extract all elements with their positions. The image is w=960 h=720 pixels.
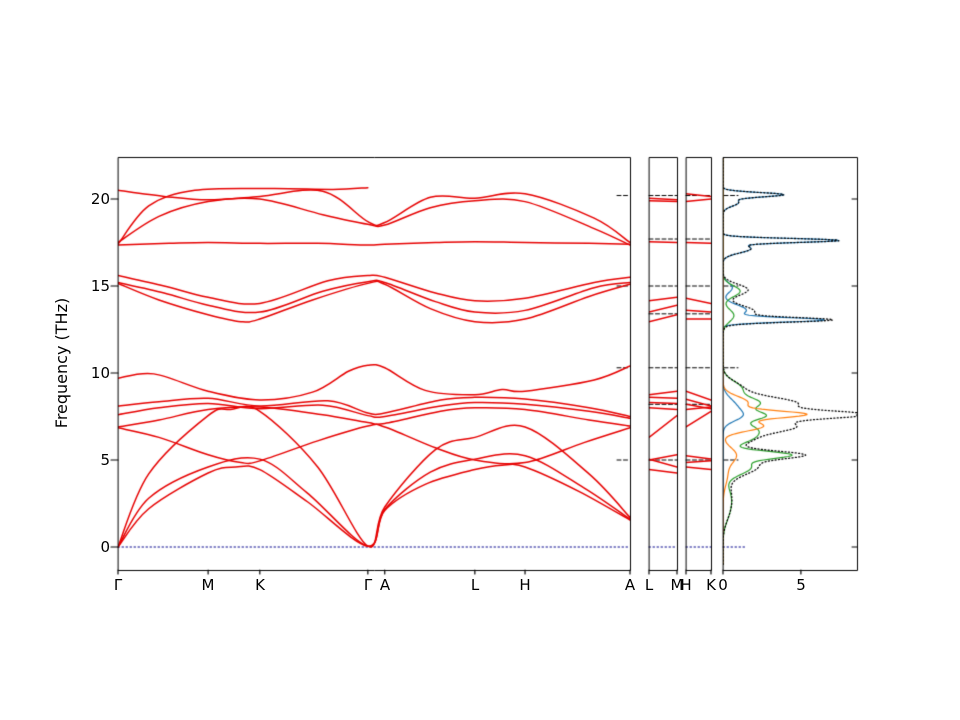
x-tick-label-a: A: [379, 576, 391, 594]
x-tick-label-a2: A: [624, 576, 636, 594]
y-tick-label: 5: [100, 451, 110, 469]
dos-x-tick-0: 0: [718, 576, 728, 594]
x-tick-label-panel-l: L: [644, 576, 654, 594]
x-tick-label-m: M: [201, 576, 215, 594]
y-axis-label: Frequency (THz): [52, 297, 71, 429]
y-tick-label: 10: [90, 364, 110, 382]
x-tick-label-l: L: [470, 576, 480, 594]
x-tick-label-panel-m: M: [670, 576, 684, 594]
y-tick-label: 0: [100, 538, 110, 556]
x-tick-label-gamma: Γ: [113, 576, 123, 594]
dos-x-tick-5: 5: [796, 576, 806, 594]
x-tick-label-gamma2: Γ: [363, 576, 373, 594]
x-tick-label-h: H: [519, 576, 531, 594]
x-tick-label-panel-h: H: [680, 576, 692, 594]
x-tick-label-panel-k: K: [706, 576, 716, 594]
x-tick-label-k: K: [255, 576, 265, 594]
y-tick-label: 15: [90, 277, 110, 295]
y-tick-label: 20: [90, 190, 110, 208]
